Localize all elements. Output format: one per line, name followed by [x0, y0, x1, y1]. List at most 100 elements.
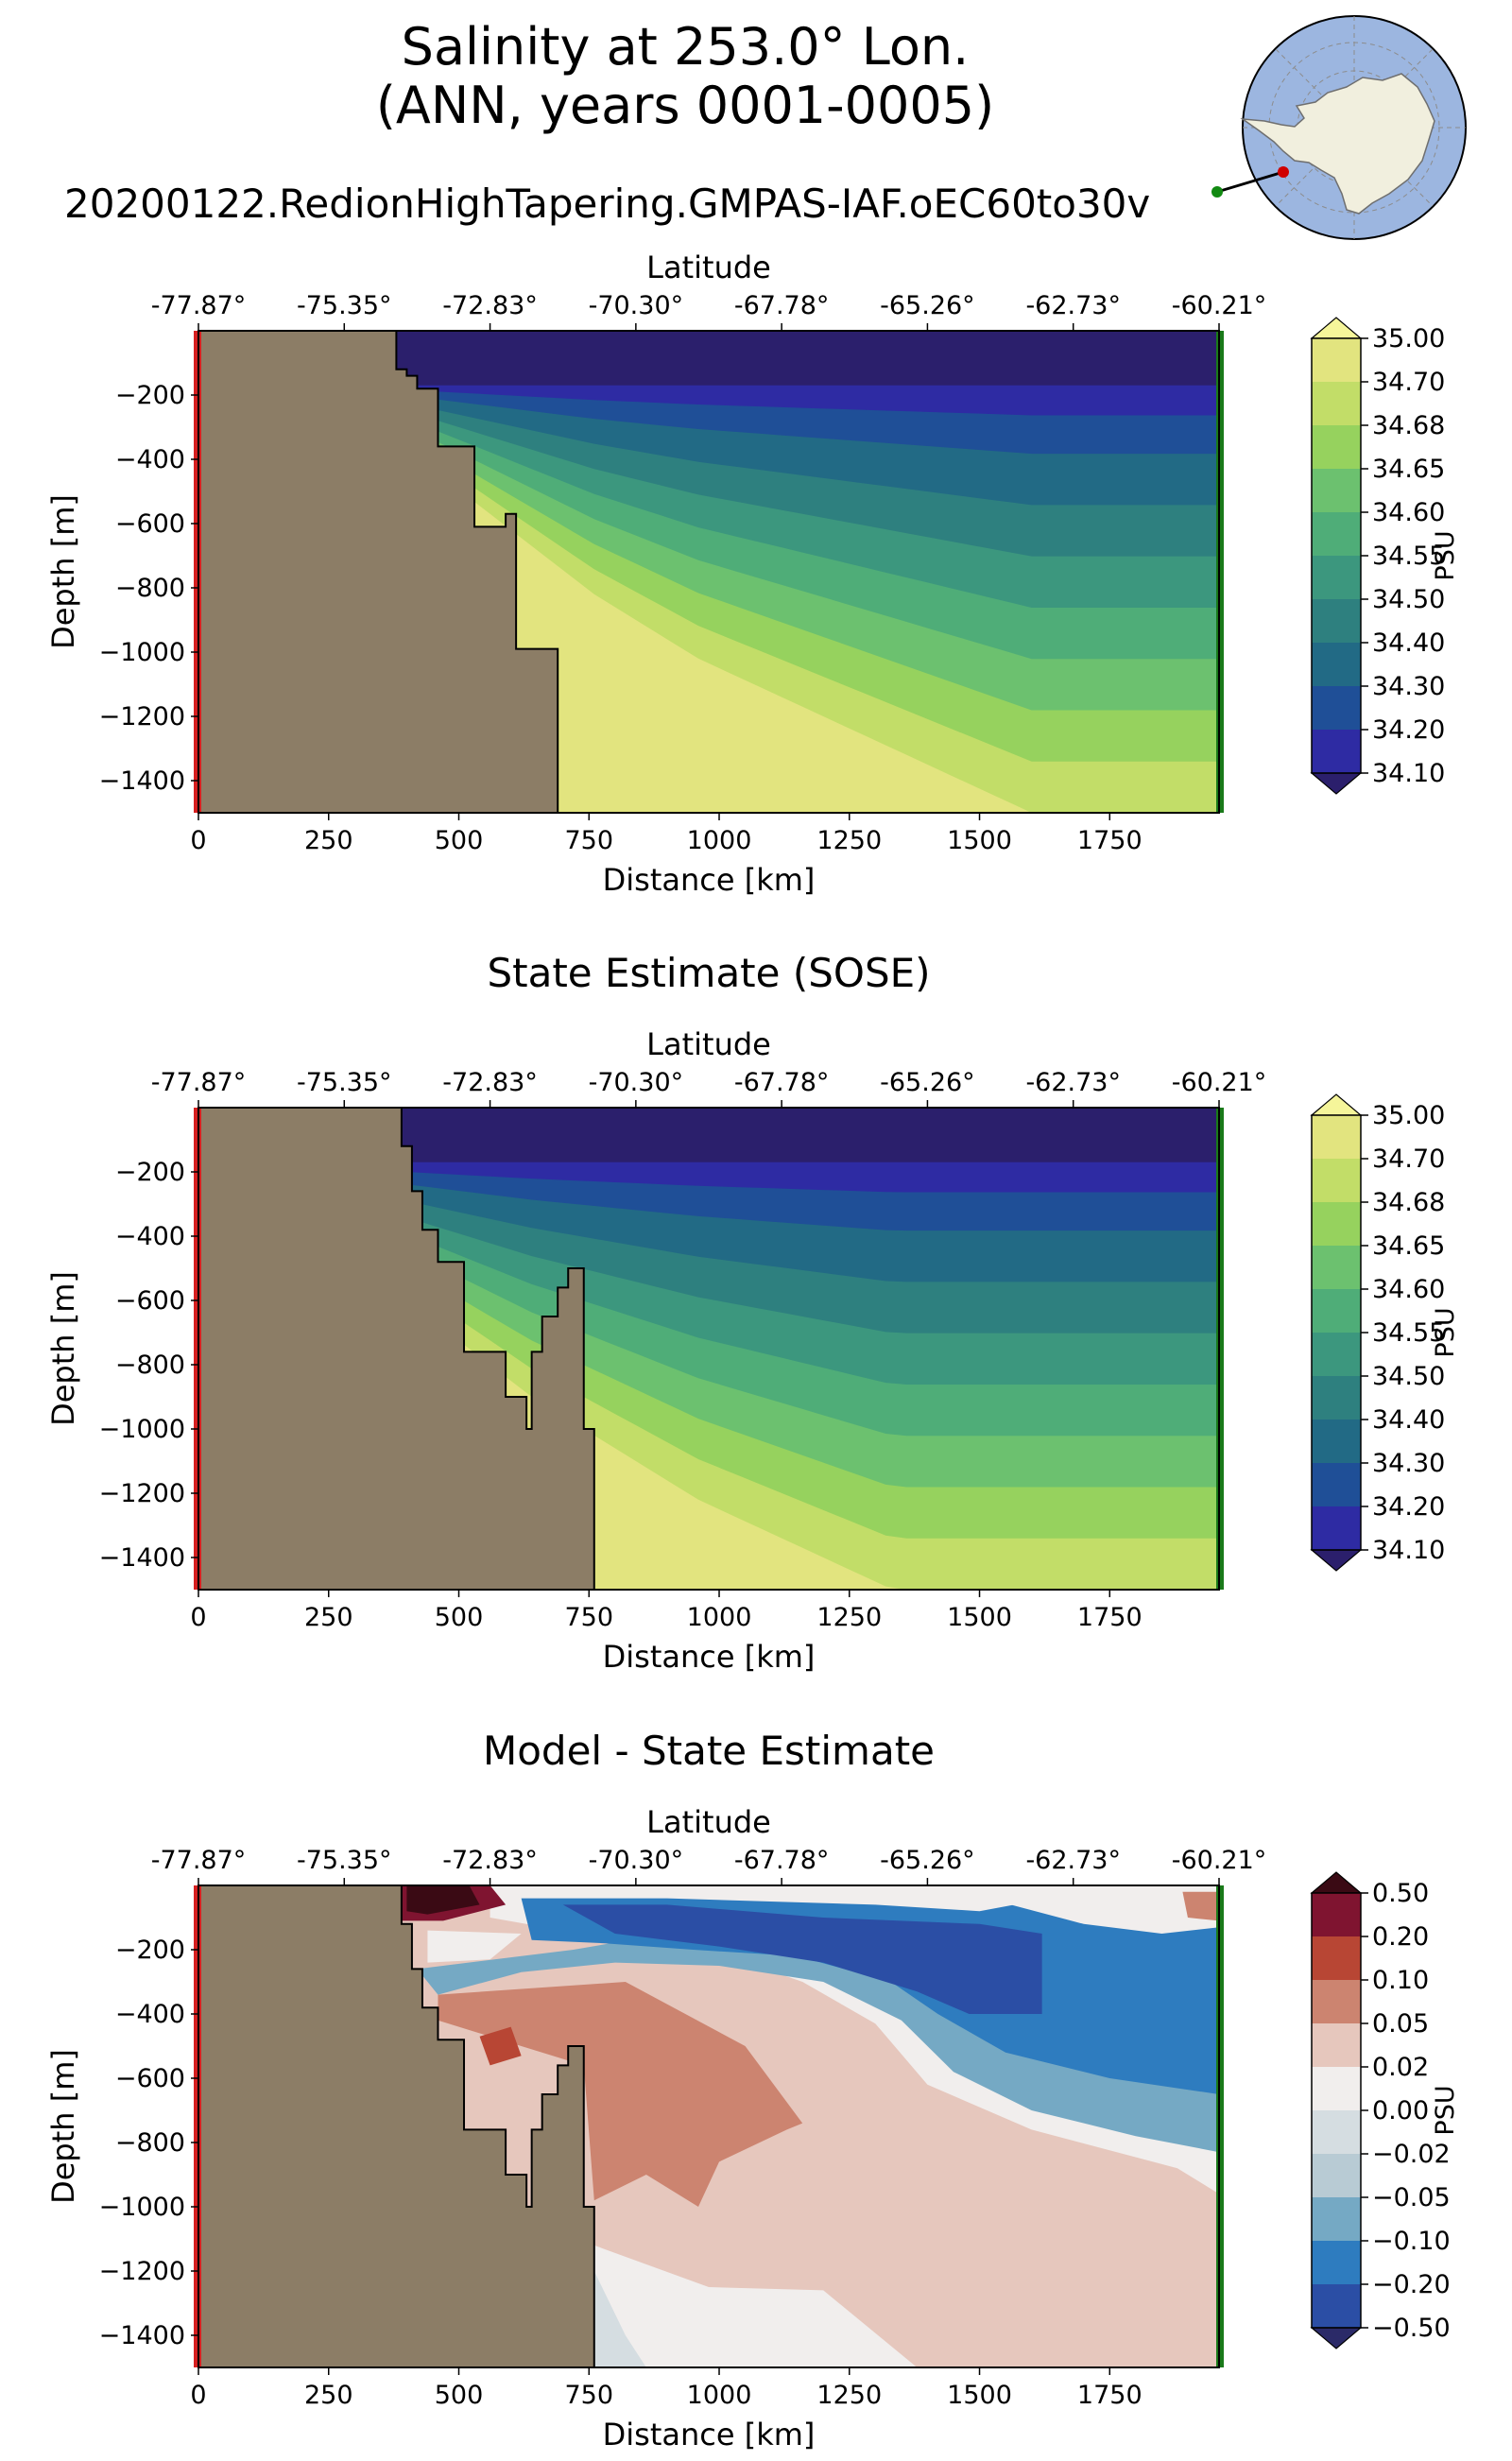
- lat-tick-label: -65.26°: [880, 291, 975, 320]
- colorbar-extend-top: [1310, 1093, 1363, 1116]
- colorbar-swatch: [1312, 1980, 1361, 2024]
- y-tick-label: −200: [115, 1158, 185, 1187]
- panel-sose-salinity: State Estimate (SOSE) 0 250 500 750 1000 1250 1…: [45, 950, 1460, 1675]
- salinity-band-surface: [198, 1108, 1219, 1162]
- diff-region-dark-blue: [562, 1904, 1042, 2014]
- x-tick-label: 750: [564, 1603, 613, 1632]
- x-tick-label: 500: [435, 2381, 484, 2410]
- colorbar-swatch: [1312, 1202, 1361, 1247]
- colorbar-tick-label: 35.00: [1372, 324, 1445, 353]
- lat-tick-label: -60.21°: [1172, 291, 1267, 320]
- colorbar-extend-bottom: [1310, 1549, 1363, 1572]
- inset-map: [1211, 15, 1467, 240]
- y-tick-label: −200: [115, 1936, 185, 1965]
- y-tick-label: −800: [115, 1351, 185, 1380]
- x-tick-label: 500: [435, 826, 484, 855]
- x-tick-label: 1500: [947, 2381, 1012, 2410]
- colorbar-tick-label: 34.20: [1372, 1492, 1445, 1522]
- colorbar-swatch: [1312, 1333, 1361, 1377]
- colorbar-swatch: [1312, 686, 1361, 731]
- x-tick-label: 250: [304, 826, 353, 855]
- lat-tick-label: -77.87°: [151, 1068, 247, 1097]
- colorbar-tick-label: 34.55: [1372, 1318, 1445, 1348]
- x-tick-label: 750: [564, 2381, 613, 2410]
- diff-region-white-surface: [1010, 1888, 1219, 1934]
- diff-region-salmon: [438, 1982, 803, 2207]
- x-tick-label: 0: [190, 1603, 206, 1632]
- y-tick-label: −400: [115, 1222, 185, 1251]
- contour-field: [198, 1885, 1219, 2367]
- colorbar-tick-label: 34.68: [1372, 411, 1445, 440]
- salinity-band-surface: [198, 331, 1219, 386]
- colorbar-swatch: [1312, 1289, 1361, 1334]
- panel-title: Model - State Estimate: [483, 1728, 935, 1774]
- figure-title-line1: Salinity at 253.0° Lon.: [402, 17, 970, 77]
- diff-region-salmon-surface: [1182, 1891, 1219, 1921]
- colorbar-swatch: [1312, 643, 1361, 687]
- colorbar-tick-label: 34.50: [1372, 585, 1445, 614]
- colorbar-swatch: [1312, 2197, 1361, 2242]
- lat-tick-label: -70.30°: [589, 1068, 684, 1097]
- colorbar-swatch: [1312, 2067, 1361, 2111]
- colorbar-swatch: [1312, 338, 1361, 383]
- plot-frame: [198, 1107, 1220, 1591]
- colorbar-label: PSU: [1431, 530, 1460, 580]
- colorbar-tick-label: −0.20: [1372, 2270, 1451, 2299]
- x-tick-label: 1250: [816, 2381, 882, 2410]
- lat-tick-label: -62.73°: [1025, 1846, 1121, 1875]
- x-tick-label: 1250: [816, 1603, 882, 1632]
- lat-tick-label: -70.30°: [589, 291, 684, 320]
- colorbar-tick-label: 34.10: [1372, 1536, 1445, 1565]
- panel-model-salinity: 0 250 500 750 1000 1250 1500 1750 Distance [km] −…: [45, 250, 1460, 898]
- colorbar-tick-label: 34.20: [1372, 715, 1445, 745]
- colorbar-swatch: [1312, 382, 1361, 426]
- lat-tick-label: -62.73°: [1025, 1068, 1121, 1097]
- diff-region-white-deep: [593, 2245, 918, 2367]
- lat-tick-label: -72.83°: [442, 291, 538, 320]
- y-tick-label: −800: [115, 2128, 185, 2158]
- colorbar-tick-label: 0.50: [1372, 1879, 1429, 1908]
- lat-tick-label: -75.35°: [297, 1846, 392, 1875]
- diff-region-grey-deep: [593, 2271, 646, 2367]
- panel-title: State Estimate (SOSE): [487, 950, 930, 996]
- x-tick-label: 1500: [947, 1603, 1012, 1632]
- colorbar-tick-label: −0.10: [1372, 2227, 1451, 2256]
- y-tick-label: −1200: [99, 2257, 185, 2286]
- x-tick-label: 1500: [947, 826, 1012, 855]
- lat-tick-label: -65.26°: [880, 1846, 975, 1875]
- colorbar-tick-label: −0.05: [1372, 2183, 1451, 2212]
- x-tick-label: 1750: [1077, 826, 1143, 855]
- colorbar-tick-label: 0.10: [1372, 1966, 1429, 1995]
- colorbar-tick-label: 34.10: [1372, 759, 1445, 788]
- land-mask: [198, 1108, 595, 1590]
- colorbar-extend-bottom: [1310, 772, 1363, 795]
- colorbar-swatch: [1312, 1376, 1361, 1420]
- colorbar-swatch: [1312, 1463, 1361, 1507]
- y-axis-label: Depth [m]: [45, 2049, 81, 2204]
- lat-tick-label: -72.83°: [442, 1068, 538, 1097]
- x-tick-label: 0: [190, 826, 206, 855]
- colorbar-tick-label: −0.50: [1372, 2314, 1451, 2343]
- colorbar-swatch: [1312, 2241, 1361, 2285]
- y-tick-label: −1200: [99, 702, 185, 731]
- section-start-marker: [1278, 166, 1289, 178]
- colorbar-extend-top: [1310, 1871, 1363, 1894]
- lat-tick-label: -65.26°: [880, 1068, 975, 1097]
- land-mask: [198, 1885, 595, 2367]
- colorbar-tick-label: −0.02: [1372, 2140, 1451, 2169]
- antarctica-landmass: [1240, 73, 1435, 215]
- colorbar-swatch: [1312, 599, 1361, 644]
- colorbar-tick-label: 34.65: [1372, 455, 1445, 484]
- colorbar-swatch: [1312, 556, 1361, 600]
- colorbar-swatch: [1312, 512, 1361, 557]
- colorbar-tick-label: 35.00: [1372, 1101, 1445, 1130]
- colorbar-tick-label: 34.50: [1372, 1362, 1445, 1391]
- colorbar-tick-label: 34.40: [1372, 1405, 1445, 1435]
- colorbar-swatch: [1312, 1420, 1361, 1464]
- y-tick-label: −600: [115, 2064, 185, 2093]
- x-tick-label: 500: [435, 1603, 484, 1632]
- y-tick-label: −600: [115, 509, 185, 539]
- lat-tick-label: -62.73°: [1025, 291, 1121, 320]
- colorbar: 0.50 0.20 0.10 0.05 0.02 0.00 −0.02 −0.05 −0.10 −…: [1310, 1871, 1460, 2349]
